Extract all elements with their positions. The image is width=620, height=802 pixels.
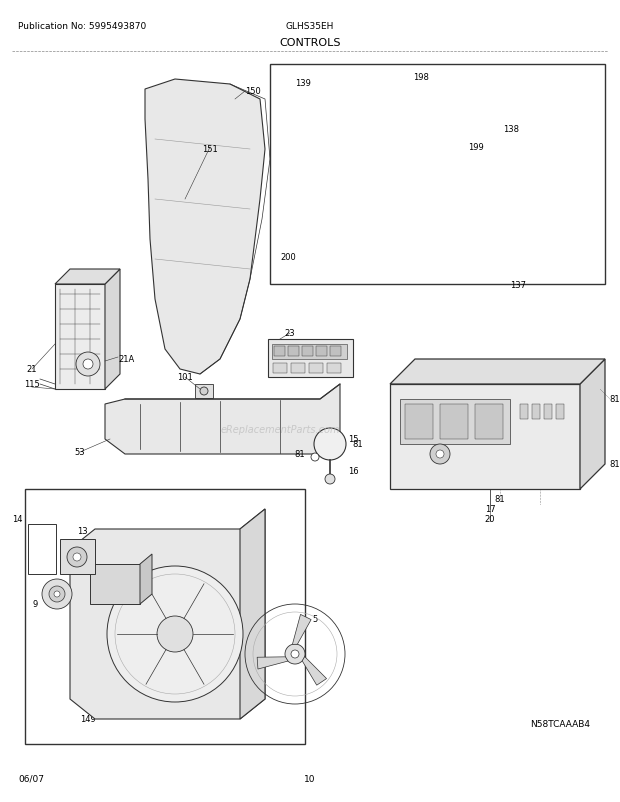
Text: 17: 17	[485, 505, 495, 514]
Circle shape	[54, 591, 60, 597]
Text: 81: 81	[353, 440, 363, 449]
Text: 81: 81	[609, 460, 620, 469]
Circle shape	[291, 650, 299, 658]
Text: 23: 23	[285, 329, 295, 338]
Bar	[532, 404, 540, 419]
Circle shape	[42, 579, 72, 610]
Text: 5: 5	[312, 615, 317, 624]
Polygon shape	[70, 509, 265, 719]
Bar	[272, 345, 347, 359]
Polygon shape	[390, 384, 580, 489]
Circle shape	[76, 353, 100, 376]
Text: 13: 13	[77, 527, 87, 536]
Circle shape	[67, 547, 87, 567]
Polygon shape	[55, 269, 120, 285]
Text: N58TCAAAB4: N58TCAAAB4	[530, 719, 590, 728]
Bar	[440, 404, 468, 439]
Polygon shape	[284, 107, 339, 138]
Circle shape	[49, 586, 65, 602]
Text: 53: 53	[74, 448, 86, 457]
Polygon shape	[145, 80, 265, 375]
Circle shape	[200, 387, 208, 395]
Bar	[291, 363, 305, 374]
Text: 101: 101	[177, 373, 193, 382]
Circle shape	[157, 616, 193, 652]
Polygon shape	[480, 119, 500, 148]
Polygon shape	[293, 614, 311, 645]
Circle shape	[311, 453, 319, 461]
Polygon shape	[105, 384, 340, 455]
Polygon shape	[90, 565, 140, 604]
Bar	[288, 346, 299, 357]
Text: 16: 16	[348, 467, 358, 476]
Text: 21: 21	[27, 365, 37, 374]
Circle shape	[285, 644, 305, 664]
Text: 15: 15	[348, 435, 358, 444]
Bar	[316, 346, 327, 357]
Polygon shape	[460, 175, 550, 235]
Text: 198: 198	[413, 74, 429, 83]
Bar	[520, 404, 528, 419]
Text: 10: 10	[304, 774, 316, 783]
Bar	[544, 404, 552, 419]
Polygon shape	[240, 509, 265, 719]
Polygon shape	[105, 269, 120, 390]
Text: 149: 149	[80, 715, 95, 723]
Circle shape	[325, 475, 335, 484]
Polygon shape	[580, 359, 605, 489]
Text: 21A: 21A	[118, 355, 135, 364]
Text: GLHS35EH: GLHS35EH	[286, 22, 334, 31]
Bar	[195, 384, 213, 399]
Bar	[302, 346, 313, 357]
Circle shape	[73, 553, 81, 561]
Bar	[273, 363, 287, 374]
Polygon shape	[550, 160, 570, 235]
Bar	[400, 399, 510, 444]
Bar	[327, 363, 341, 374]
Polygon shape	[140, 554, 152, 604]
Text: 81: 81	[294, 450, 305, 459]
Bar	[25, 489, 305, 744]
Text: eReplacementParts.com: eReplacementParts.com	[220, 424, 340, 435]
Text: 81: 81	[609, 395, 620, 404]
Text: 150: 150	[245, 87, 261, 96]
Bar	[274, 346, 285, 357]
Bar	[270, 65, 605, 285]
Bar	[330, 346, 341, 357]
Circle shape	[107, 566, 243, 702]
Bar	[556, 404, 564, 419]
Circle shape	[83, 359, 93, 370]
Circle shape	[314, 428, 346, 460]
Text: 151: 151	[202, 145, 218, 154]
Text: 138: 138	[503, 125, 519, 134]
Text: 14: 14	[12, 515, 23, 524]
Text: 115: 115	[24, 380, 40, 389]
Text: 81: 81	[495, 495, 505, 504]
Bar	[309, 363, 323, 374]
Polygon shape	[290, 220, 335, 248]
Text: 137: 137	[510, 282, 526, 290]
Text: 8: 8	[127, 555, 133, 564]
Polygon shape	[302, 657, 327, 686]
Text: CONTROLS: CONTROLS	[279, 38, 341, 48]
Polygon shape	[257, 657, 288, 669]
Bar	[475, 404, 503, 439]
Text: 200: 200	[280, 253, 296, 262]
Bar	[268, 339, 353, 378]
Text: 9: 9	[32, 600, 38, 609]
Text: 06/07: 06/07	[18, 774, 44, 783]
Polygon shape	[390, 359, 605, 384]
Text: 20: 20	[485, 515, 495, 524]
Polygon shape	[460, 160, 570, 175]
Text: 139: 139	[295, 79, 311, 88]
Circle shape	[430, 444, 450, 464]
Polygon shape	[395, 80, 413, 95]
Circle shape	[436, 451, 444, 459]
Text: Publication No: 5995493870: Publication No: 5995493870	[18, 22, 146, 31]
Bar	[405, 404, 433, 439]
Polygon shape	[55, 285, 105, 390]
Polygon shape	[60, 539, 95, 574]
Text: 199: 199	[468, 144, 484, 152]
